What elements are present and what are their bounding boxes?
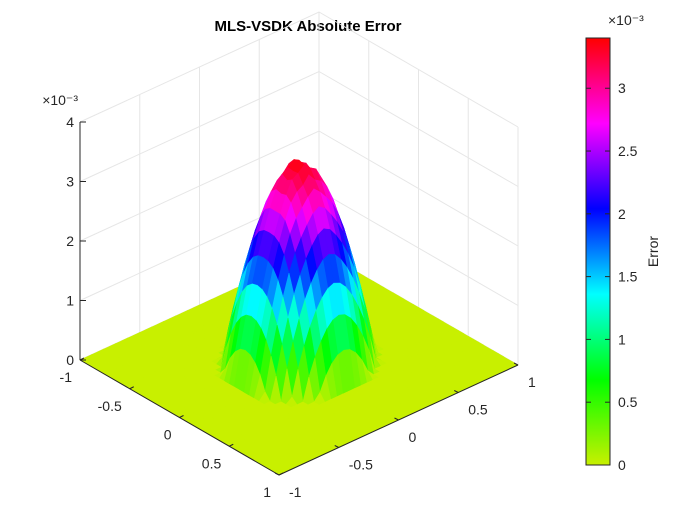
colorbar-label: Error	[645, 236, 661, 267]
colorbar-tick-label: 1	[618, 331, 626, 347]
wall-gridline	[79, 130, 519, 247]
y-tick	[513, 362, 519, 366]
axes: 0 1 2 3 4 ×10⁻³ -1 -0.5 0 0.5 1 -1 -0.5 0 0.5 1	[42, 92, 536, 500]
y-tick	[454, 390, 459, 393]
y-tick	[334, 445, 339, 448]
x-tick	[179, 415, 184, 418]
y-tick-label: 0.5	[468, 402, 488, 418]
x-tick-label: 1	[263, 484, 271, 500]
colorbar-tick-label: 3	[618, 80, 626, 96]
y-tick	[274, 472, 280, 476]
z-tick-label: 4	[66, 114, 74, 130]
x-tick	[129, 386, 134, 390]
colorbar-tick-label: 2	[618, 206, 626, 222]
y-tick-label: -0.5	[349, 457, 373, 473]
z-tick-label: 1	[66, 293, 74, 309]
x-tick-label: 0.5	[202, 455, 222, 471]
y-tick-label: 0	[409, 429, 417, 445]
z-tick-label: 0	[66, 352, 74, 368]
colorbar-tick-label: 2.5	[618, 143, 638, 159]
x-tick	[79, 357, 85, 361]
z-tick-label: 3	[66, 174, 74, 190]
colorbar-tick-label: 0	[618, 457, 626, 473]
wall-gridline	[79, 11, 519, 128]
x-tick-label: -0.5	[98, 398, 122, 414]
wall-gridline	[79, 70, 519, 187]
chart-title: MLS-VSDK Absolute Error	[215, 18, 402, 35]
colorbar-tick-label: 0.5	[618, 394, 638, 410]
x-tick	[229, 443, 234, 447]
x-tick-label: 0	[164, 427, 172, 443]
colorbar-exponent-label: ×10⁻³	[608, 12, 644, 28]
y-tick	[394, 417, 399, 421]
x-tick-label: -1	[60, 369, 73, 385]
colorbar-tick-label: 1.5	[618, 269, 638, 285]
z-tick-label: 2	[66, 233, 74, 249]
z-exponent-label: ×10⁻³	[42, 92, 78, 108]
y-tick-label: -1	[289, 484, 302, 500]
x-tick	[278, 472, 284, 476]
colorbar-gradient	[585, 37, 611, 466]
y-tick-label: 1	[528, 374, 536, 390]
surface-plot	[79, 159, 519, 476]
colorbar: 0 0.5 1 1.5 2 2.5 3 ×10⁻³ Error	[585, 12, 661, 473]
